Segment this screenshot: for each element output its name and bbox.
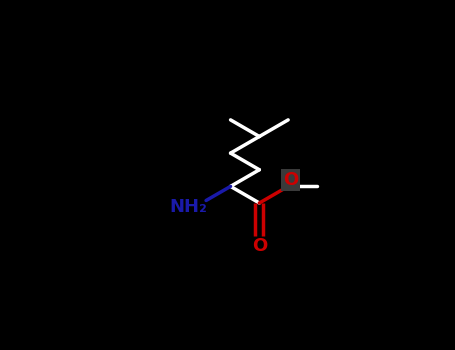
Text: O: O — [252, 237, 267, 255]
Text: NH₂: NH₂ — [170, 198, 208, 216]
Text: O: O — [283, 171, 298, 189]
